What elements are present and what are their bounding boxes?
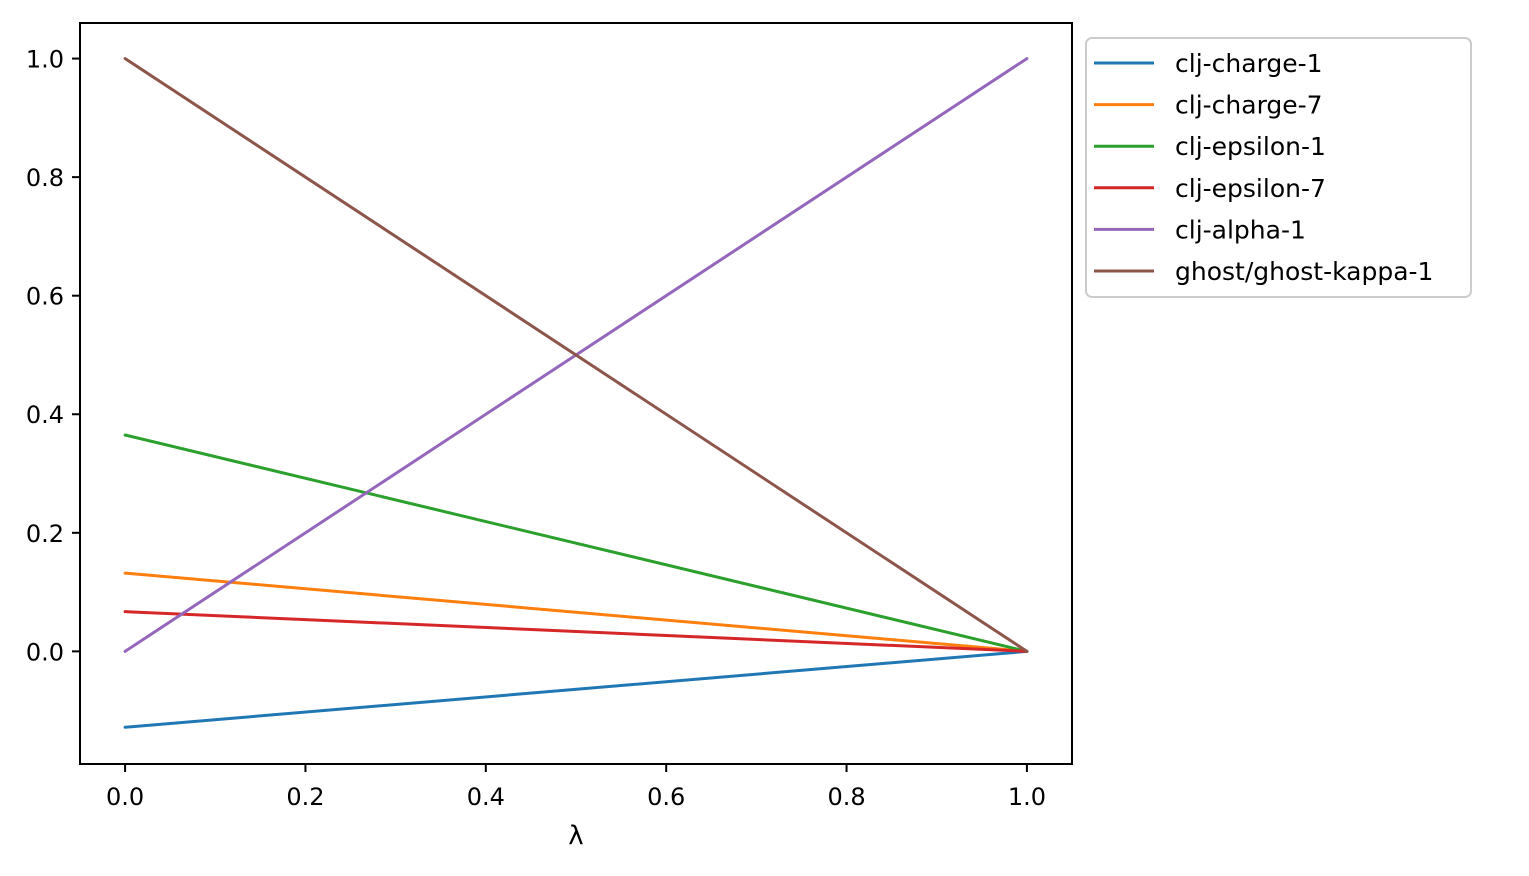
y-tick-label: 1.0 bbox=[26, 46, 64, 74]
series-line-clj-epsilon-1 bbox=[123, 433, 1029, 653]
series-line-clj-charge-1 bbox=[123, 649, 1029, 729]
plot-background bbox=[80, 23, 1072, 764]
series-lines bbox=[123, 57, 1029, 729]
y-axis-ticks: 0.0 0.2 0.4 0.6 0.8 1.0 bbox=[26, 46, 80, 666]
plot-frame bbox=[79, 22, 1073, 765]
legend-label: ghost/ghost-kappa-1 bbox=[1175, 257, 1433, 286]
legend-label: clj-epsilon-1 bbox=[1175, 132, 1326, 161]
x-tick-label: 0.2 bbox=[286, 783, 324, 811]
x-tick-label: 0.6 bbox=[647, 783, 685, 811]
y-tick-label: 0.0 bbox=[26, 638, 64, 666]
legend-frame bbox=[1085, 37, 1472, 298]
y-tick-label: 0.4 bbox=[26, 401, 64, 429]
series-line-clj-charge-7 bbox=[123, 571, 1029, 653]
legend-label: clj-charge-1 bbox=[1175, 49, 1323, 78]
legend-label: clj-epsilon-7 bbox=[1175, 174, 1326, 203]
x-tick-label: 0.4 bbox=[467, 783, 505, 811]
x-axis-label: λ bbox=[568, 821, 583, 851]
y-tick-label: 0.6 bbox=[26, 283, 64, 311]
x-tick-label: 0.8 bbox=[827, 783, 865, 811]
series-line-ghost-ghost-kappa-1 bbox=[123, 57, 1029, 653]
legend: clj-charge-1 clj-charge-7 clj-epsilon-1 clj… bbox=[1085, 37, 1472, 298]
y-tick-label: 0.2 bbox=[26, 520, 64, 548]
y-tick-label: 0.8 bbox=[26, 164, 64, 192]
legend-label: clj-charge-7 bbox=[1175, 91, 1323, 120]
legend-label: clj-alpha-1 bbox=[1175, 215, 1306, 244]
x-tick-label: 1.0 bbox=[1008, 783, 1046, 811]
series-line-clj-epsilon-7 bbox=[123, 610, 1029, 653]
x-tick-label: 0.0 bbox=[106, 783, 144, 811]
x-axis-ticks: 0.0 0.2 0.4 0.6 0.8 1.0 bbox=[106, 764, 1046, 811]
